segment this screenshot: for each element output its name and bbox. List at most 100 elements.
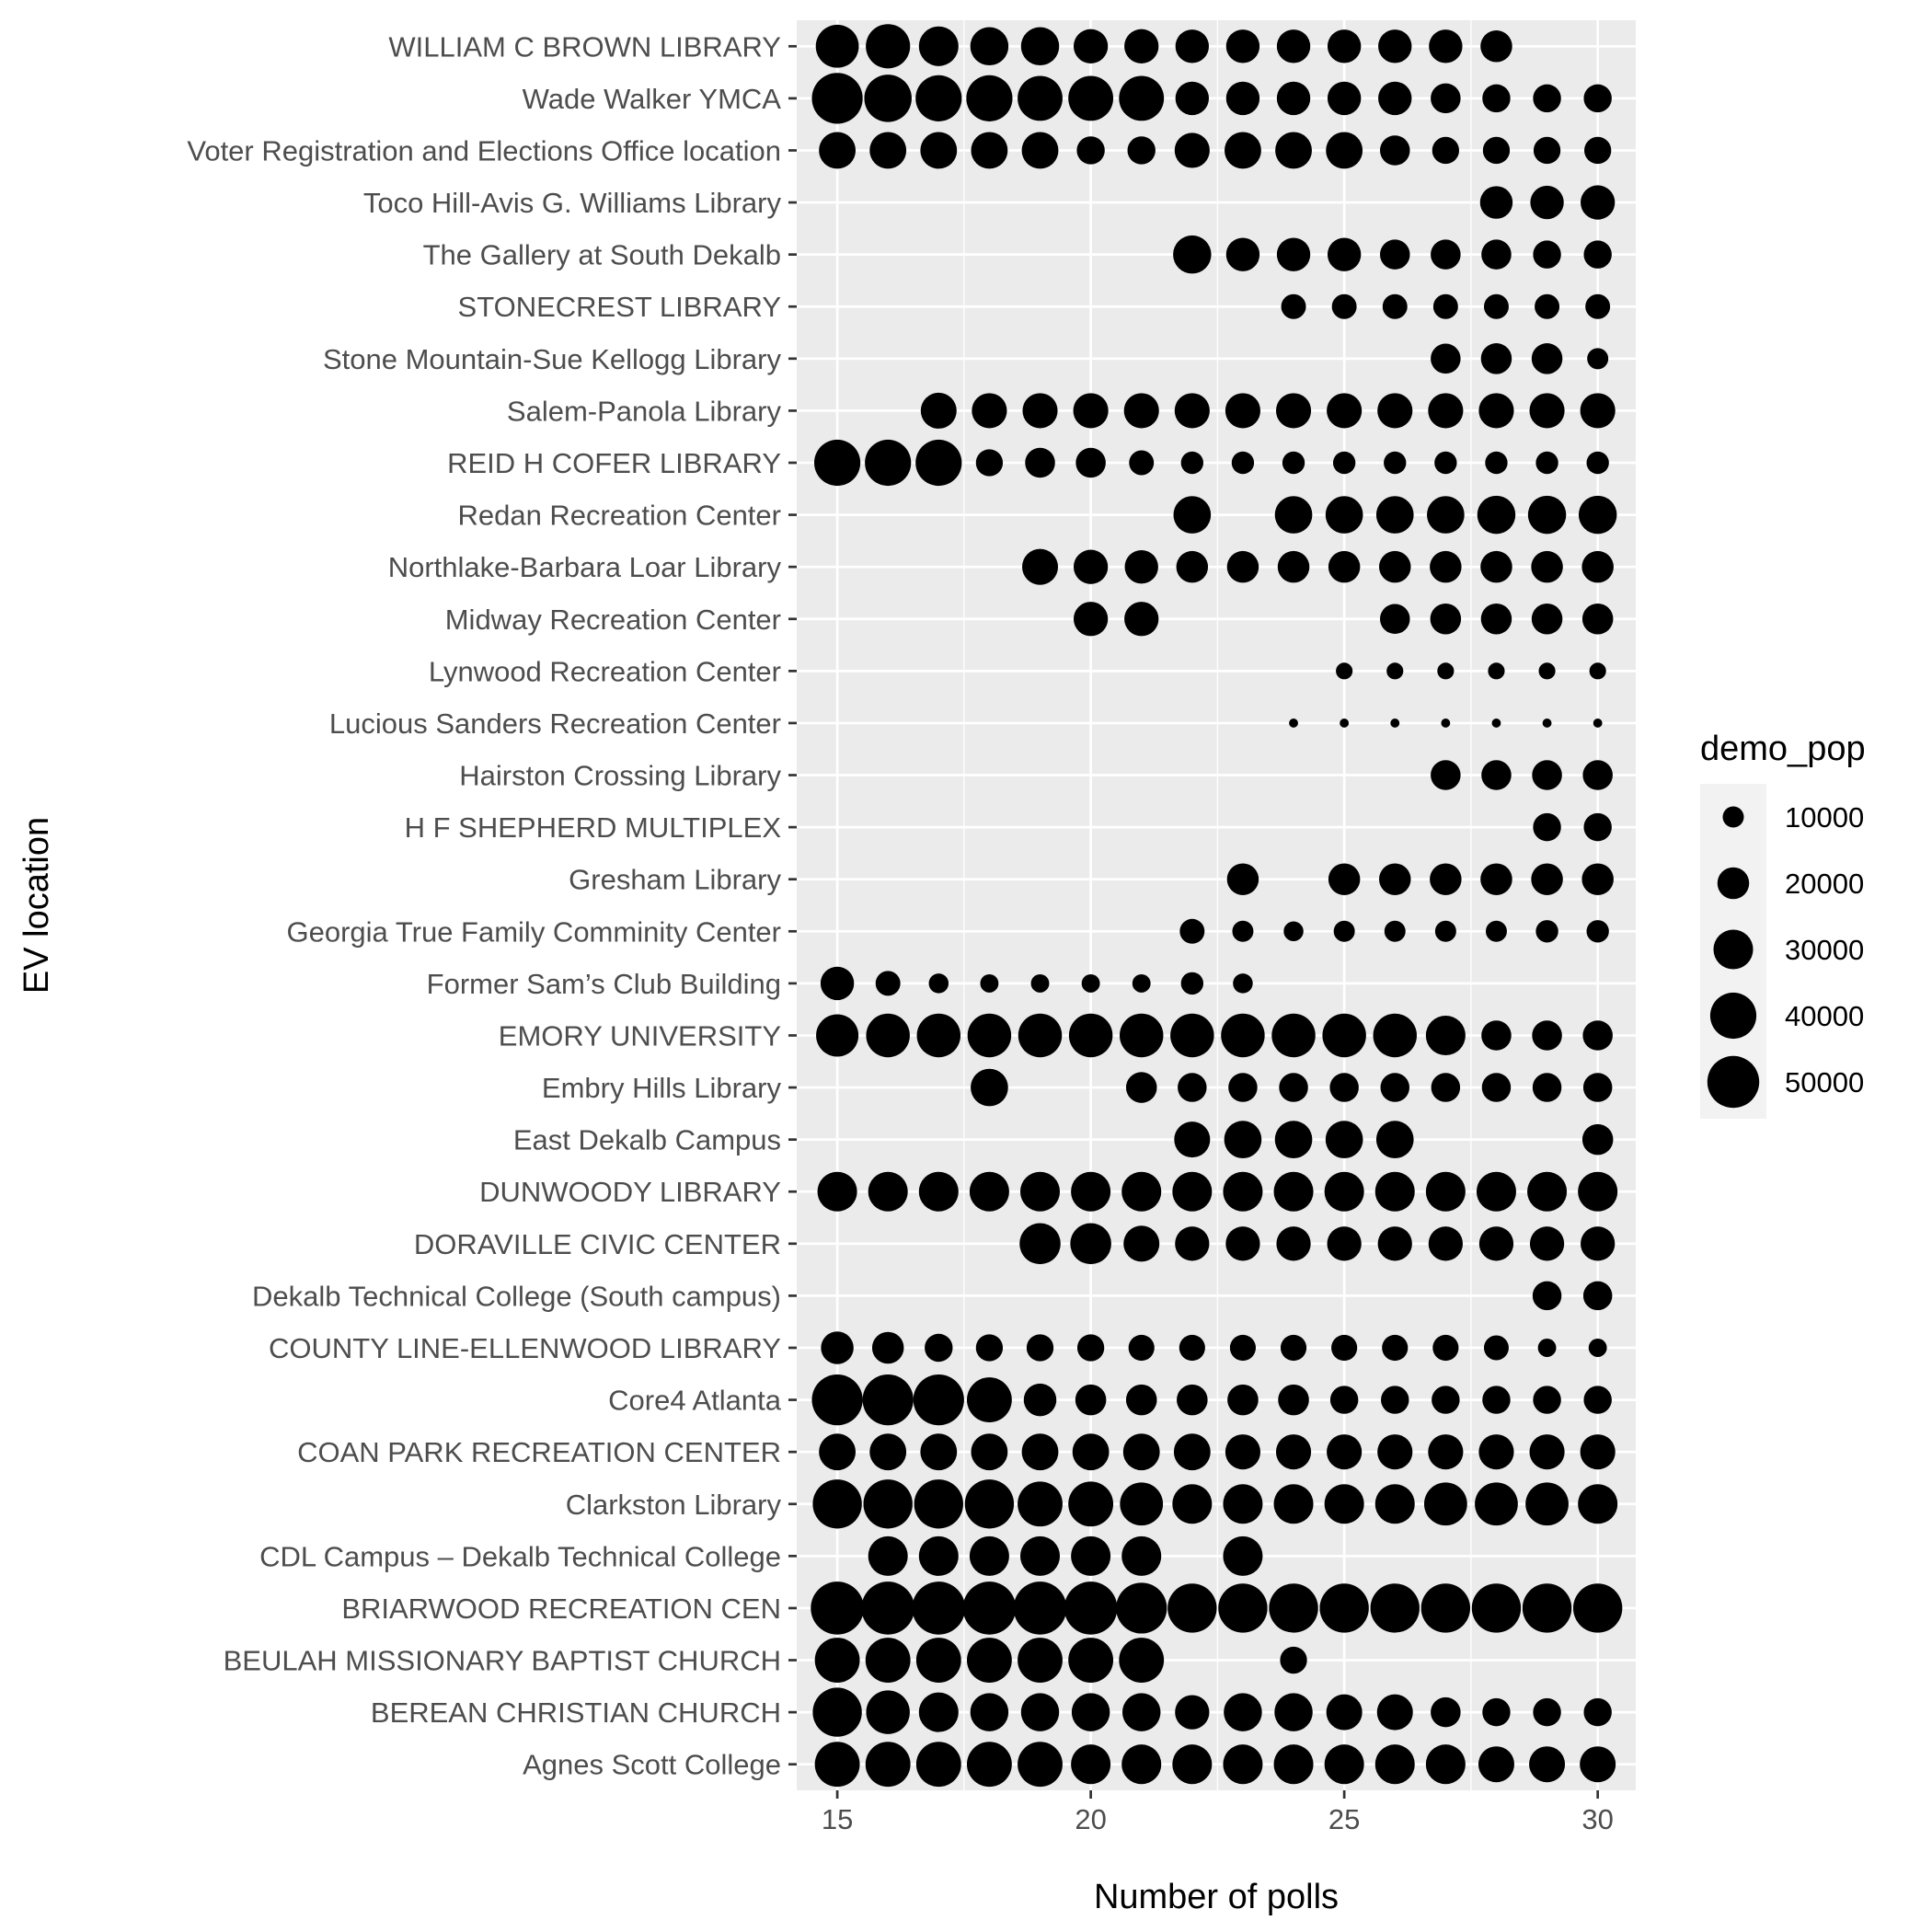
data-point [1282,451,1305,475]
data-point [1370,1583,1420,1633]
data-point [1527,495,1567,535]
data-point [1529,1434,1565,1470]
data-point [1578,1171,1618,1212]
data-point [1013,1581,1067,1635]
data-point [1384,920,1406,942]
data-point [1479,186,1513,219]
data-point [1431,239,1461,270]
data-point [1432,1334,1459,1362]
y-tick-label: Clarkston Library [566,1489,782,1521]
data-point [1531,550,1563,583]
data-point [971,132,1008,169]
data-point [1180,972,1204,995]
data-point [1384,451,1407,475]
data-point [1275,132,1312,169]
data-point [1533,1697,1561,1727]
legend-symbol [1722,806,1744,828]
data-point [912,1581,966,1635]
data-point [869,132,907,169]
legend-label: 30000 [1785,934,1864,966]
data-point [915,75,962,121]
data-point [1434,920,1456,942]
data-point [1175,29,1210,63]
data-point [862,1374,914,1426]
data-point [864,75,912,122]
data-point [1325,1121,1363,1158]
data-point [1173,496,1212,534]
data-point [1273,1744,1314,1785]
y-tick-label: Salem-Panola Library [507,395,782,427]
legend-title: demo_pop [1700,730,1866,768]
data-point [1274,1121,1313,1158]
data-point [1174,132,1210,168]
data-point [1430,550,1462,583]
data-point [1174,393,1210,429]
data-point [1326,1694,1363,1731]
data-point [1128,1334,1155,1362]
data-point [1583,1697,1612,1727]
data-point [1535,920,1558,943]
data-point [1386,662,1404,680]
data-point [1580,393,1616,429]
data-point [868,1171,908,1212]
data-point [1025,447,1055,478]
data-point [1525,1482,1569,1526]
data-point [1535,293,1560,319]
x-tick-label: 30 [1581,1803,1613,1835]
data-point [1578,495,1617,535]
data-point [1227,1384,1259,1416]
data-point [1225,393,1261,429]
data-point [1329,1073,1359,1102]
x-tick-label: 20 [1075,1803,1106,1835]
data-point [975,1334,1004,1362]
data-point [913,1374,964,1426]
data-point [1588,1339,1607,1357]
data-point [1582,1020,1613,1051]
y-tick-label: Core4 Atlanta [608,1385,782,1417]
data-point [1224,1693,1262,1731]
data-point [1374,1484,1415,1524]
data-point [1378,863,1411,895]
data-point [1375,1121,1414,1158]
data-point [966,1377,1012,1423]
data-point [1224,1121,1262,1158]
data-point [1279,1073,1308,1102]
legend-label: 40000 [1785,1000,1864,1032]
data-point [865,1638,911,1683]
data-point [1175,81,1210,116]
data-point [1231,451,1255,475]
data-point [1124,549,1158,584]
data-point [1483,293,1509,319]
data-point [1233,973,1253,994]
data-point [1529,1746,1566,1783]
data-point [1119,1013,1164,1058]
y-tick-label: Former Sam’s Club Building [427,968,781,1000]
data-point [1481,1020,1512,1051]
data-point [1271,1013,1316,1058]
y-tick-label: REID H COFER LIBRARY [447,447,781,479]
x-axis-title: Number of polls [1094,1878,1339,1916]
data-point [1582,1281,1613,1311]
y-tick-label: Northlake-Barbara Loar Library [388,551,782,583]
data-point [1121,1535,1162,1576]
y-tick-label: DORAVILLE CIVIC CENTER [414,1228,781,1260]
y-tick-label: Georgia True Family Comminity Center [287,915,782,948]
data-point [865,439,912,487]
data-point [1593,719,1603,728]
data-point [1481,239,1512,270]
data-point [1120,1482,1164,1526]
data-point [967,1013,1012,1058]
x-tick-label: 25 [1328,1803,1360,1835]
data-point [815,24,859,68]
data-point [1478,1226,1514,1261]
data-point [1072,1433,1110,1471]
data-point [914,1479,963,1529]
data-point [1075,447,1106,478]
data-point [1132,973,1151,993]
data-point [1382,1334,1409,1362]
data-point [1073,602,1109,637]
y-tick-label: EMORY UNIVERSITY [499,1019,781,1052]
legend-symbol [1717,867,1750,900]
data-point [1377,1226,1412,1261]
